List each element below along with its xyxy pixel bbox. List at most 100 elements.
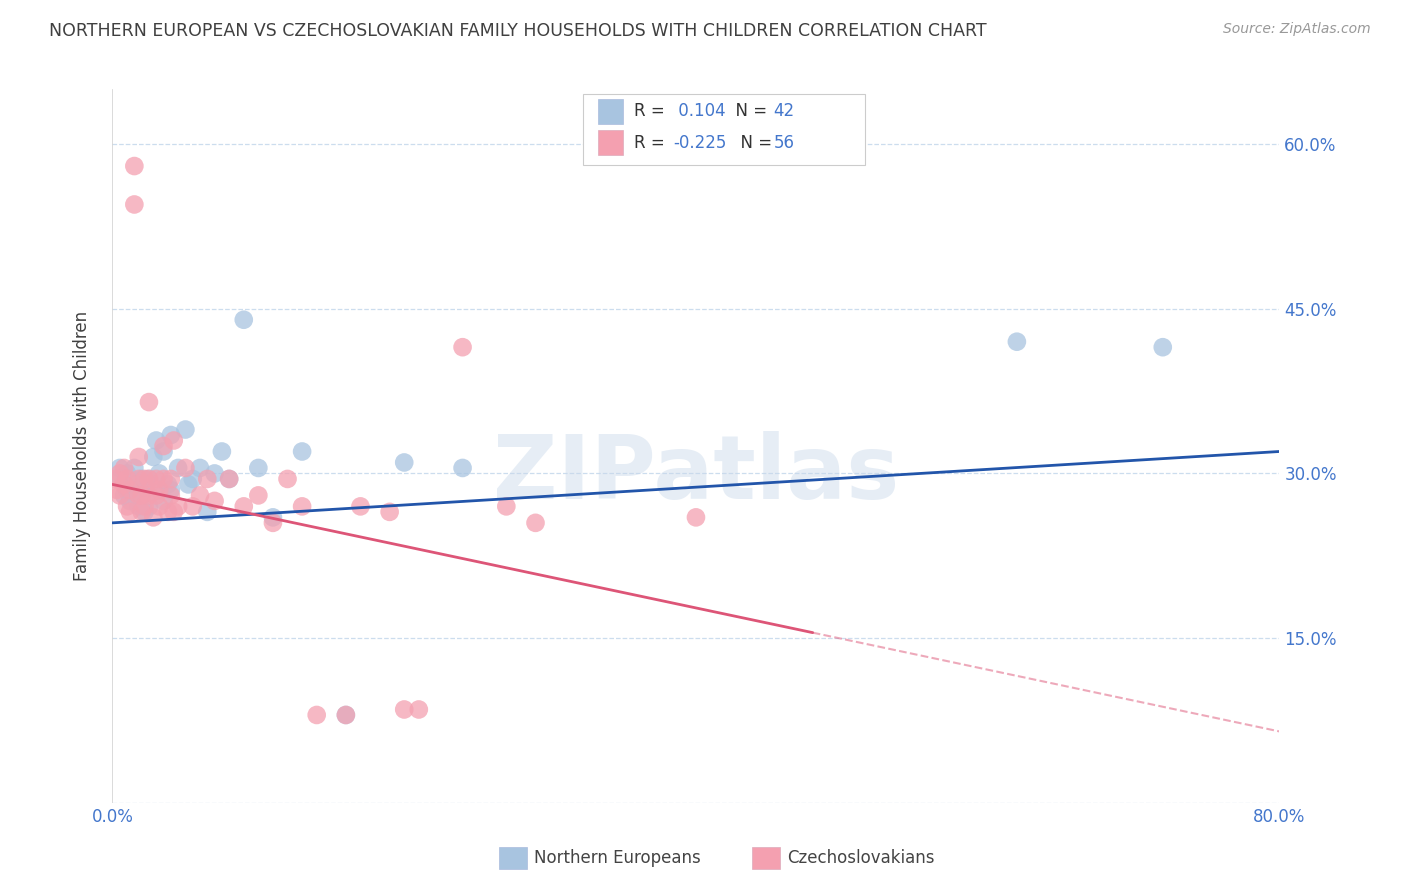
Point <box>247 488 270 502</box>
Point <box>138 472 160 486</box>
Point <box>262 510 284 524</box>
Point <box>335 708 357 723</box>
Point <box>152 444 174 458</box>
Point <box>131 472 153 486</box>
Point <box>392 455 416 469</box>
Point <box>152 494 174 508</box>
Point <box>145 488 167 502</box>
Text: R =: R = <box>634 103 671 120</box>
Point <box>247 461 270 475</box>
Point <box>152 472 174 486</box>
Point <box>156 505 179 519</box>
Point <box>128 450 150 464</box>
Text: NORTHERN EUROPEAN VS CZECHOSLOVAKIAN FAMILY HOUSEHOLDS WITH CHILDREN CORRELATION: NORTHERN EUROPEAN VS CZECHOSLOVAKIAN FAM… <box>49 22 987 40</box>
Point <box>134 505 156 519</box>
Point <box>232 312 254 326</box>
Point <box>148 500 170 514</box>
Point <box>145 472 167 486</box>
Point <box>128 472 150 486</box>
Point <box>148 467 170 481</box>
Point <box>118 494 141 508</box>
Point <box>451 340 474 354</box>
Point <box>335 708 357 723</box>
Point <box>118 505 141 519</box>
Point <box>177 477 200 491</box>
Point <box>124 477 146 491</box>
Point <box>188 488 211 502</box>
Point <box>378 505 401 519</box>
Point <box>152 439 174 453</box>
Text: Source: ZipAtlas.com: Source: ZipAtlas.com <box>1223 22 1371 37</box>
Point <box>131 488 153 502</box>
Point <box>163 434 186 448</box>
Text: 42: 42 <box>773 103 794 120</box>
Point <box>305 708 328 723</box>
Point <box>108 472 131 486</box>
Point <box>138 488 160 502</box>
Text: ZIPatlas: ZIPatlas <box>494 431 898 518</box>
Point <box>160 483 183 497</box>
Point <box>118 483 141 497</box>
Point <box>204 494 226 508</box>
Point <box>291 500 314 514</box>
Point <box>138 472 160 486</box>
Point <box>108 488 131 502</box>
Text: -0.225: -0.225 <box>673 134 727 152</box>
Text: R =: R = <box>634 134 671 152</box>
Point <box>134 483 156 497</box>
Text: 56: 56 <box>773 134 794 152</box>
Point <box>112 488 135 502</box>
Point <box>108 461 131 475</box>
Point <box>276 472 298 486</box>
Point <box>124 197 146 211</box>
Point <box>115 483 138 497</box>
Point <box>108 467 131 481</box>
Point <box>124 461 146 475</box>
Point <box>174 461 197 475</box>
Point <box>145 483 167 497</box>
Point <box>160 488 183 502</box>
Point <box>138 395 160 409</box>
Point <box>131 488 153 502</box>
Point <box>112 477 135 491</box>
Point <box>163 505 186 519</box>
Point <box>685 510 707 524</box>
Text: 0.104: 0.104 <box>673 103 725 120</box>
Point <box>408 702 430 716</box>
Point <box>1005 334 1028 349</box>
Point <box>131 505 153 519</box>
Point <box>211 444 233 458</box>
Point <box>195 472 218 486</box>
Point <box>142 510 165 524</box>
Point <box>115 500 138 514</box>
Point <box>156 477 179 491</box>
Point <box>124 159 146 173</box>
Point <box>115 467 138 481</box>
Point <box>291 444 314 458</box>
Point <box>160 472 183 486</box>
Point <box>181 500 204 514</box>
Point <box>134 472 156 486</box>
Point <box>142 450 165 464</box>
Text: Czechoslovakians: Czechoslovakians <box>787 849 935 867</box>
Point <box>128 500 150 514</box>
Point <box>145 434 167 448</box>
Point <box>181 472 204 486</box>
Point <box>495 500 517 514</box>
Point <box>128 488 150 502</box>
Point <box>115 472 138 486</box>
Point <box>451 461 474 475</box>
Point <box>138 500 160 514</box>
Point <box>232 500 254 514</box>
Point <box>524 516 547 530</box>
Point <box>392 702 416 716</box>
Point <box>195 505 218 519</box>
Point <box>104 472 127 486</box>
Point <box>1152 340 1174 354</box>
Point <box>167 461 190 475</box>
Point <box>134 500 156 514</box>
Point <box>112 461 135 475</box>
Point <box>167 500 190 514</box>
Point <box>218 472 240 486</box>
Text: Northern Europeans: Northern Europeans <box>534 849 702 867</box>
